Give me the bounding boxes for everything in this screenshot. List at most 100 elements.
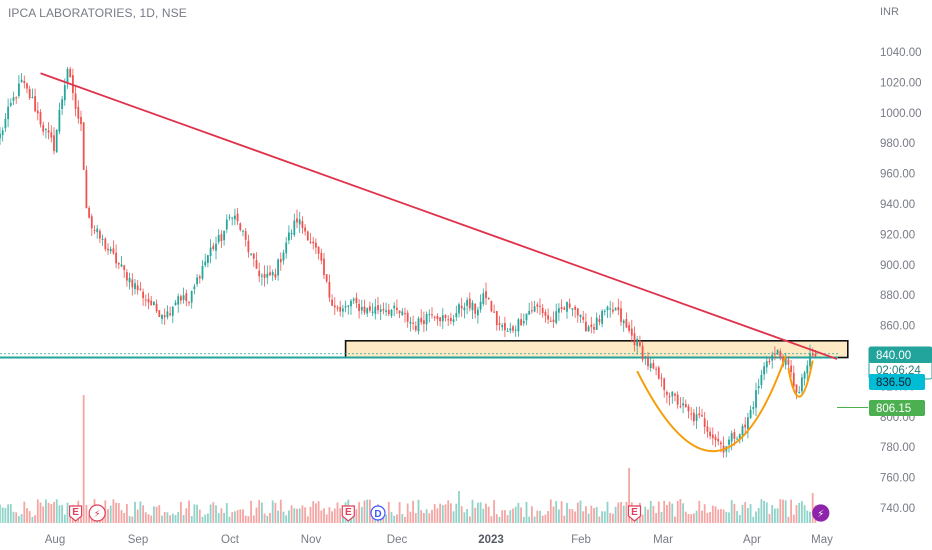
volume-bar bbox=[255, 507, 258, 523]
candle-body bbox=[228, 216, 231, 218]
volume-bar bbox=[803, 505, 806, 523]
volume-bar bbox=[771, 504, 774, 523]
candle-body bbox=[552, 319, 555, 322]
volume-bar bbox=[107, 509, 109, 523]
candle-body bbox=[771, 354, 774, 361]
candle-body bbox=[144, 299, 147, 301]
candle-body bbox=[790, 365, 792, 373]
candle-body bbox=[514, 329, 517, 331]
volume-bar bbox=[306, 516, 309, 523]
candle-body bbox=[201, 266, 204, 279]
volume-bar bbox=[485, 503, 487, 523]
candle-body bbox=[674, 393, 676, 396]
candle-body bbox=[293, 220, 296, 235]
candle-body bbox=[774, 353, 776, 355]
price-tick-label: 920.00 bbox=[880, 229, 915, 241]
candle-body bbox=[31, 97, 34, 99]
candle-body bbox=[649, 363, 652, 369]
volume-bar bbox=[547, 511, 549, 523]
candle-body bbox=[755, 390, 757, 408]
candle-body bbox=[504, 323, 506, 331]
candle-body bbox=[45, 129, 47, 131]
volume-bar bbox=[765, 502, 768, 523]
volume-bar bbox=[177, 511, 180, 523]
prev-close-label: 836.50 bbox=[876, 377, 911, 389]
candle-body bbox=[668, 396, 671, 398]
candle-body bbox=[342, 308, 344, 312]
volume-bar bbox=[560, 501, 563, 523]
candle-body bbox=[617, 307, 620, 311]
candle-body bbox=[139, 288, 142, 290]
volume-bar bbox=[82, 395, 85, 523]
candle-body bbox=[801, 377, 803, 392]
candle-body bbox=[69, 68, 72, 78]
candle-body bbox=[355, 297, 358, 304]
candle-body bbox=[136, 285, 139, 291]
volume-bar bbox=[325, 514, 328, 523]
candle-body bbox=[490, 301, 493, 312]
volume-bar bbox=[809, 511, 811, 523]
volume-bar bbox=[293, 508, 296, 523]
candle-body bbox=[406, 312, 409, 322]
volume-bar bbox=[180, 501, 182, 523]
candle-body bbox=[795, 384, 798, 393]
volume-bar bbox=[398, 502, 401, 523]
volume-bar bbox=[15, 512, 18, 523]
candle-body bbox=[77, 106, 80, 119]
volume-bar bbox=[514, 506, 517, 523]
dividend-icon bbox=[370, 505, 386, 521]
volume-bar bbox=[725, 512, 728, 523]
candle-body bbox=[82, 122, 85, 170]
volume-bar bbox=[155, 506, 158, 523]
candle-body bbox=[639, 340, 641, 346]
volume-bar bbox=[593, 508, 595, 523]
candle-body bbox=[571, 308, 574, 310]
price-tick-label: 1020.00 bbox=[880, 77, 922, 89]
volume-bar bbox=[390, 512, 393, 523]
volume-bar bbox=[736, 511, 738, 523]
price-tick-label: 760.00 bbox=[880, 473, 915, 485]
candle-body bbox=[452, 319, 455, 322]
time-tick-label: 2023 bbox=[478, 534, 504, 546]
volume-bar bbox=[679, 499, 682, 523]
candle-body bbox=[620, 308, 622, 322]
volume-bar bbox=[414, 513, 417, 523]
candle-body bbox=[352, 298, 355, 301]
candle-body bbox=[630, 328, 633, 336]
candle-body bbox=[671, 391, 674, 397]
event-markers[interactable]: E ⚡ E D E ⚡ bbox=[69, 504, 830, 522]
candle-body bbox=[698, 413, 701, 416]
candle-body bbox=[539, 305, 541, 307]
candle-body bbox=[495, 311, 498, 326]
candle-body bbox=[53, 135, 55, 151]
time-axis[interactable]: Aug Sep Oct Nov Dec 2023 Feb Mar Apr May bbox=[45, 534, 833, 546]
volume-bar bbox=[209, 504, 212, 523]
candle-body bbox=[171, 306, 174, 316]
candle-body bbox=[655, 368, 657, 370]
volume-bar bbox=[801, 501, 803, 523]
candle-body bbox=[423, 320, 425, 324]
candle-body bbox=[576, 308, 579, 316]
candle-body bbox=[563, 307, 566, 310]
candle-body bbox=[714, 436, 717, 440]
price-tick-label: 860.00 bbox=[880, 321, 915, 333]
volume-bar bbox=[363, 500, 366, 523]
candle-body bbox=[9, 103, 12, 106]
price-axis[interactable]: 1040.00 1020.00 1000.00 980.00 960.00 940.00 9… bbox=[880, 47, 922, 515]
volume-bar bbox=[763, 500, 765, 523]
time-tick-label: Oct bbox=[221, 534, 240, 546]
volume-bar bbox=[528, 516, 531, 523]
volume-bar bbox=[285, 515, 288, 523]
candle-body bbox=[325, 274, 328, 282]
volume-bar bbox=[128, 515, 131, 523]
volume-bar bbox=[185, 508, 188, 523]
volume-bar bbox=[563, 515, 566, 523]
volume-bar bbox=[396, 514, 398, 523]
candle-body bbox=[487, 298, 490, 300]
earnings-icon bbox=[341, 505, 355, 522]
volume-bar bbox=[296, 508, 298, 523]
volume-bar bbox=[212, 502, 215, 523]
candle-body bbox=[450, 317, 452, 322]
volume-bar bbox=[738, 514, 741, 523]
